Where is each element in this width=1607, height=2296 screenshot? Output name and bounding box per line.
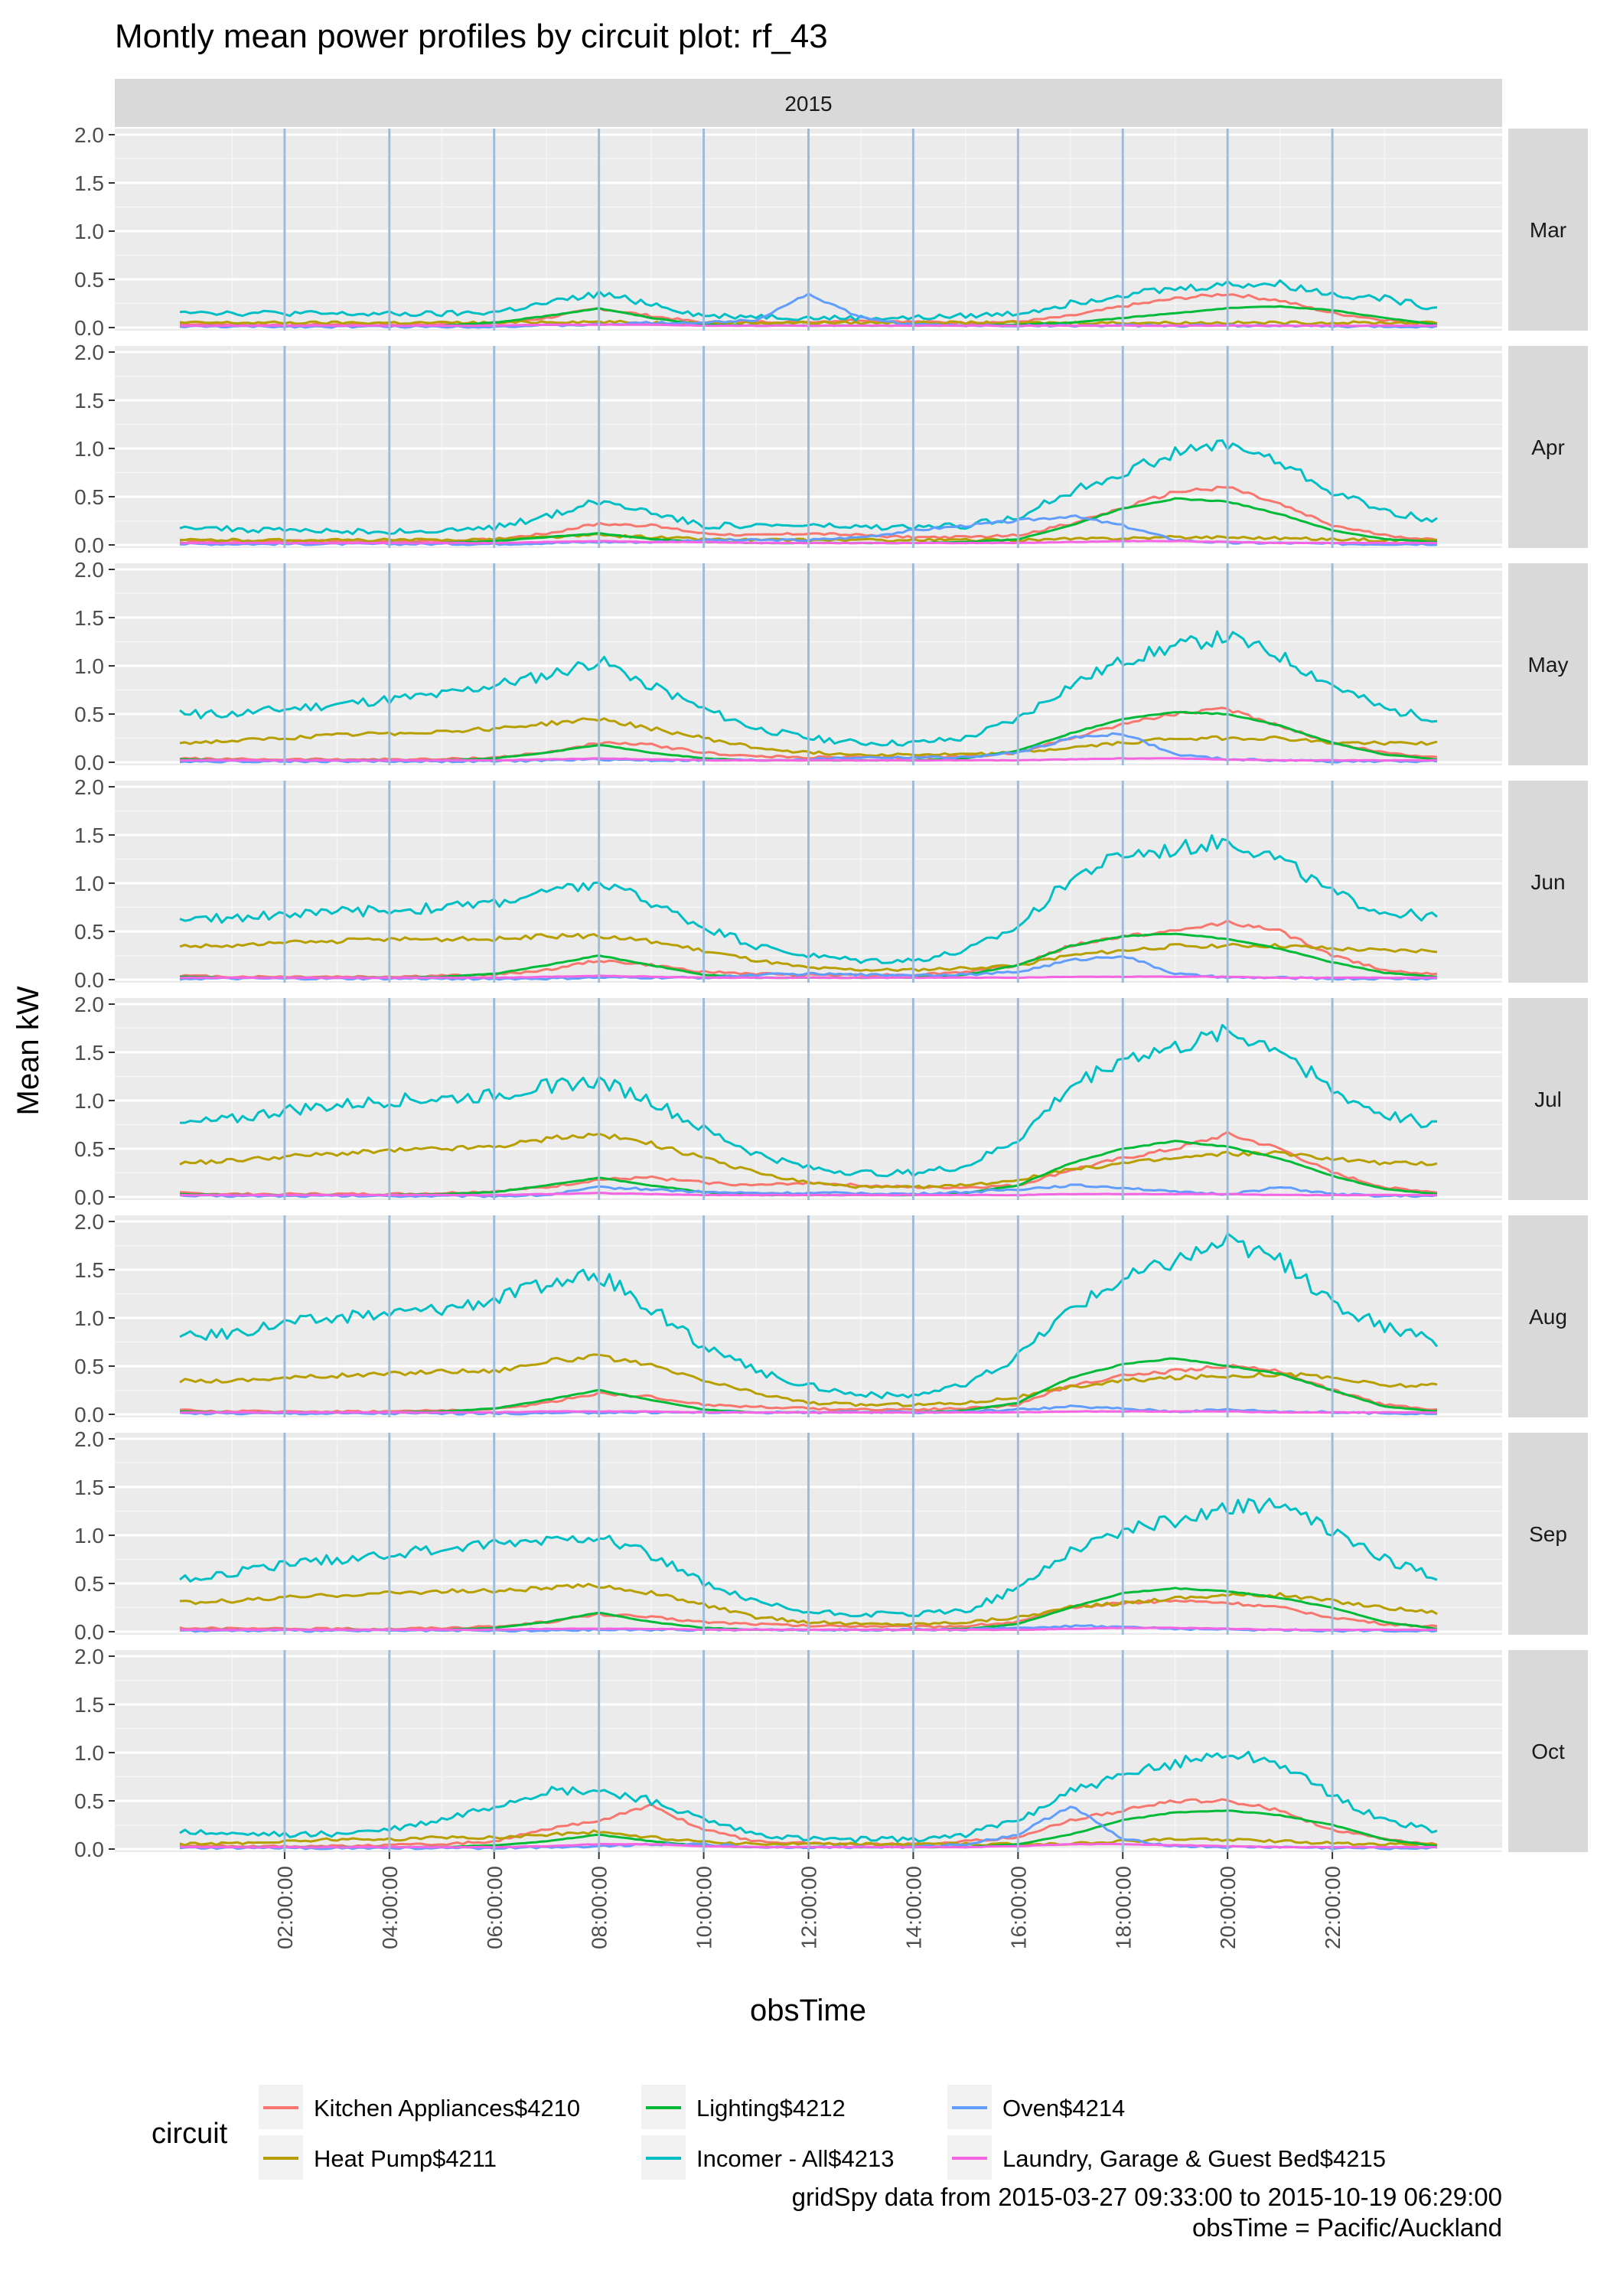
legend-item: Lighting$4212: [641, 2085, 846, 2129]
facet-panel-jun: 0.0 0.5 1.0 1.5 2.0 Jun: [74, 775, 1588, 992]
facet-strip-label: Aug: [1529, 1305, 1567, 1329]
y-tick-label: 0.5: [74, 703, 104, 726]
facet-strip-label: Jul: [1534, 1088, 1562, 1111]
facet-strip-label: Oct: [1531, 1740, 1565, 1763]
facet-panel-aug: 0.0 0.5 1.0 1.5 2.0 Aug: [74, 1210, 1588, 1427]
y-tick-label: 0.0: [74, 1838, 104, 1861]
y-tick-label: 1.0: [74, 1306, 104, 1330]
y-tick-label: 1.0: [74, 437, 104, 461]
x-tick-label: 08:00:00: [588, 1866, 611, 1949]
y-tick-label: 0.5: [74, 1355, 104, 1378]
legend-label: Oven$4214: [1002, 2095, 1125, 2122]
y-tick-label: 1.0: [74, 872, 104, 895]
column-strip: [115, 79, 1502, 127]
facet-strip: [1508, 1650, 1588, 1852]
legend-label: Laundry, Garage & Guest Bed$4215: [1002, 2145, 1386, 2172]
y-tick-label: 0.0: [74, 1403, 104, 1427]
facet-strip-label: Jun: [1530, 870, 1565, 894]
legend-label: Lighting$4212: [696, 2095, 846, 2122]
y-tick-label: 0.0: [74, 1620, 104, 1644]
y-tick-label: 2.0: [74, 1645, 104, 1668]
x-tick-label: 06:00:00: [483, 1866, 507, 1949]
facet-strip: [1508, 1433, 1588, 1635]
y-tick-label: 2.0: [74, 1427, 104, 1451]
y-tick-label: 0.5: [74, 268, 104, 292]
facet-panel-oct: 0.0 0.5 1.0 1.5 2.0 Oct: [74, 1645, 1588, 1861]
y-tick-label: 1.5: [74, 1041, 104, 1065]
y-tick-label: 1.5: [74, 171, 104, 195]
y-tick-label: 2.0: [74, 341, 104, 364]
y-tick-label: 0.5: [74, 1789, 104, 1813]
x-tick-label: 04:00:00: [378, 1866, 402, 1949]
y-tick-label: 2.0: [74, 775, 104, 799]
legend-label: Incomer - All$4213: [696, 2145, 894, 2172]
y-tick-label: 1.5: [74, 606, 104, 630]
facet-strip-label: Apr: [1531, 435, 1565, 459]
y-tick-label: 0.5: [74, 1137, 104, 1161]
x-axis: 02:00:00 04:00:00 06:00:00 08:00:00 10:00:00…: [273, 1852, 1345, 1949]
y-tick-label: 1.5: [74, 823, 104, 847]
x-axis-title: obsTime: [750, 1994, 866, 2027]
y-tick-label: 1.0: [74, 1741, 104, 1765]
y-tick-label: 2.0: [74, 1210, 104, 1234]
caption-line-2: obsTime = Pacific/Auckland: [1192, 2213, 1502, 2242]
caption-line-1: gridSpy data from 2015-03-27 09:33:00 to…: [792, 2183, 1502, 2211]
facet-strip: [1508, 998, 1588, 1200]
y-tick-label: 1.5: [74, 1693, 104, 1717]
x-tick-label: 12:00:00: [797, 1866, 821, 1949]
facet-strip: [1508, 781, 1588, 983]
facet-panel-sep: 0.0 0.5 1.0 1.5 2.0 Sep: [74, 1427, 1588, 1644]
y-tick-label: 1.0: [74, 1524, 104, 1548]
facet-panel-apr: 0.0 0.5 1.0 1.5 2.0 Apr: [74, 341, 1588, 557]
legend-label: Kitchen Appliances$4210: [314, 2095, 580, 2122]
y-tick-label: 1.5: [74, 1258, 104, 1282]
y-tick-label: 1.5: [74, 1476, 104, 1499]
x-tick-label: 10:00:00: [693, 1866, 716, 1949]
y-tick-label: 1.0: [74, 220, 104, 243]
y-tick-label: 2.0: [74, 993, 104, 1016]
x-tick-label: 16:00:00: [1006, 1866, 1030, 1949]
x-tick-label: 14:00:00: [901, 1866, 925, 1949]
legend-label: Heat Pump$4211: [314, 2145, 497, 2172]
x-tick-label: 22:00:00: [1321, 1866, 1345, 1949]
x-tick-label: 18:00:00: [1111, 1866, 1135, 1949]
legend-item: Incomer - All$4213: [641, 2135, 894, 2180]
legend-title: circuit: [152, 2118, 228, 2150]
legend-item: Kitchen Appliances$4210: [259, 2085, 580, 2129]
y-tick-label: 0.0: [74, 1186, 104, 1209]
facet-strip: [1508, 346, 1588, 548]
y-tick-label: 0.0: [74, 533, 104, 557]
facet-strip: [1508, 1215, 1588, 1417]
facet-strip: [1508, 563, 1588, 765]
y-tick-label: 1.0: [74, 654, 104, 678]
facet-panel-may: 0.0 0.5 1.0 1.5 2.0 May: [74, 558, 1588, 775]
facet-strip: [1508, 129, 1588, 331]
x-tick-label: 02:00:00: [273, 1866, 297, 1949]
facet-strip-label: Mar: [1530, 218, 1566, 242]
y-tick-label: 0.0: [74, 751, 104, 775]
facet-panels: 2015 0.0 0.5 1.0 1.5 2.0 Mar 0.0 0.5 1.0 1.5 2.0 Apr…: [74, 79, 1588, 1861]
y-tick-label: 0.5: [74, 485, 104, 509]
y-tick-label: 0.5: [74, 1572, 104, 1596]
y-axis-title: Mean kW: [11, 986, 45, 1115]
legend-item: Heat Pump$4211: [259, 2135, 497, 2180]
facet-panel-mar: 0.0 0.5 1.0 1.5 2.0 Mar: [74, 123, 1588, 340]
facet-panel-jul: 0.0 0.5 1.0 1.5 2.0 Jul: [74, 993, 1588, 1209]
facet-strip-label: Sep: [1529, 1522, 1567, 1546]
y-tick-label: 1.5: [74, 389, 104, 413]
legend: circuit Kitchen Appliances$4210 Heat Pump…: [152, 2085, 1386, 2180]
x-tick-label: 20:00:00: [1216, 1866, 1240, 1949]
y-tick-label: 2.0: [74, 123, 104, 147]
y-tick-label: 0.0: [74, 968, 104, 992]
legend-item: Oven$4214: [947, 2085, 1125, 2129]
y-tick-label: 0.0: [74, 316, 104, 340]
y-tick-label: 1.0: [74, 1089, 104, 1113]
y-tick-label: 0.5: [74, 920, 104, 944]
y-tick-label: 2.0: [74, 558, 104, 582]
legend-item: Laundry, Garage & Guest Bed$4215: [947, 2135, 1386, 2180]
column-strip-label: 2015: [784, 92, 832, 116]
chart-title: Montly mean power profiles by circuit pl…: [115, 18, 828, 55]
facet-strip-label: May: [1528, 653, 1569, 677]
